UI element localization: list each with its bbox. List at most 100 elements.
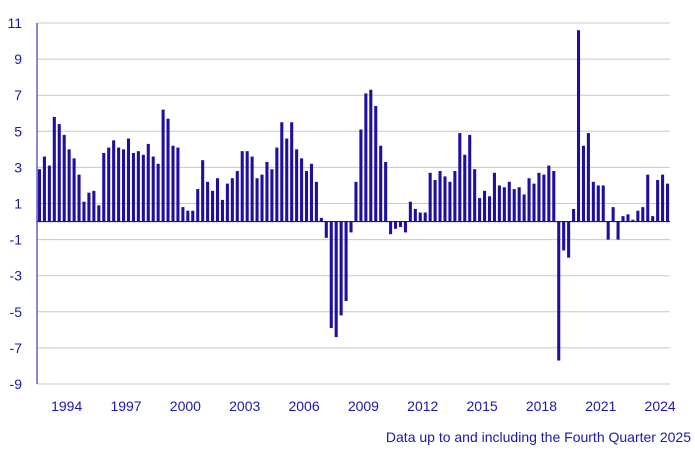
bar [206, 181, 210, 222]
y-tick-label: -7 [10, 340, 23, 356]
bar [309, 163, 313, 222]
y-tick-label: 1 [14, 196, 22, 212]
bar [463, 154, 467, 222]
bar [324, 221, 328, 238]
bar [275, 147, 279, 222]
bar [176, 147, 180, 222]
bar [87, 192, 91, 222]
bar [611, 207, 615, 222]
bar [107, 147, 111, 222]
bar [220, 199, 224, 222]
bar [151, 156, 155, 222]
bar [547, 165, 551, 222]
bar [349, 221, 353, 233]
y-tick-label: -5 [10, 304, 23, 320]
bar [92, 190, 96, 222]
bar [171, 145, 175, 222]
bar [334, 221, 338, 338]
bar [112, 140, 116, 222]
bar [641, 207, 645, 222]
bar [196, 189, 200, 222]
bar [354, 181, 358, 222]
bar [576, 30, 581, 222]
bar [181, 207, 185, 222]
bar [656, 180, 660, 222]
axes [36, 23, 670, 384]
y-tick-label: 3 [14, 159, 22, 175]
bar [186, 210, 190, 222]
y-tick-label: -9 [10, 376, 23, 392]
bar [122, 149, 126, 222]
bar [72, 158, 76, 222]
bar [295, 149, 299, 222]
bar [651, 216, 655, 222]
footnote: Data up to and including the Fourth Quar… [385, 429, 691, 445]
bar [146, 143, 150, 222]
bar [131, 152, 135, 222]
bar [458, 133, 462, 222]
bar [453, 171, 457, 222]
bar [606, 221, 610, 240]
bar [47, 165, 51, 222]
bar [487, 196, 492, 222]
x-tick-label: 1994 [51, 398, 82, 414]
bar [250, 156, 254, 222]
bar [408, 201, 412, 222]
bar [42, 156, 46, 222]
bar [126, 138, 131, 222]
bar [394, 221, 398, 229]
y-tick-label: 5 [14, 123, 22, 139]
bar [433, 180, 437, 222]
bar [141, 154, 145, 222]
y-tick-label: -3 [10, 268, 23, 284]
bar [537, 172, 541, 222]
bar [290, 122, 294, 222]
bars [37, 30, 670, 361]
bar [62, 134, 66, 222]
bar [77, 174, 81, 222]
x-tick-label: 2015 [467, 398, 498, 414]
bar [215, 178, 220, 222]
bar [438, 171, 442, 222]
bar [57, 124, 61, 222]
bar [329, 221, 333, 329]
y-tick-label: 7 [14, 87, 22, 103]
bar-chart: 11 9 7 5 3 1 -1 -3 -5 -7 -9 1994 1997 2000 2003 2006 200… [7, 15, 676, 414]
bar [379, 145, 383, 222]
bar [562, 221, 566, 251]
bar [270, 169, 274, 222]
bar [448, 181, 452, 222]
bar [300, 158, 304, 222]
bar [156, 163, 160, 222]
bar [344, 221, 348, 301]
bar [621, 216, 625, 222]
bar [527, 178, 531, 222]
bar [211, 190, 215, 222]
bar [319, 217, 323, 222]
bar [285, 138, 289, 222]
bar [339, 221, 343, 316]
bar [507, 181, 511, 222]
bar [403, 221, 407, 233]
bar [225, 183, 229, 222]
bar [591, 181, 595, 222]
bar [636, 210, 640, 222]
x-tick-label: 2003 [229, 398, 260, 414]
bar [502, 187, 506, 222]
bar [552, 171, 556, 222]
bar [201, 160, 205, 222]
bar [616, 221, 620, 240]
bar [166, 118, 170, 222]
bar [492, 172, 496, 222]
y-tick-label: 9 [14, 51, 22, 67]
bar [314, 181, 318, 222]
bar [37, 169, 42, 222]
bar [265, 161, 269, 222]
x-tick-label: 2024 [645, 398, 676, 414]
bar [304, 171, 309, 222]
bar [665, 183, 670, 222]
bar [117, 147, 121, 222]
x-tick-label: 1997 [110, 398, 141, 414]
bar [97, 205, 101, 222]
bar [255, 178, 259, 222]
